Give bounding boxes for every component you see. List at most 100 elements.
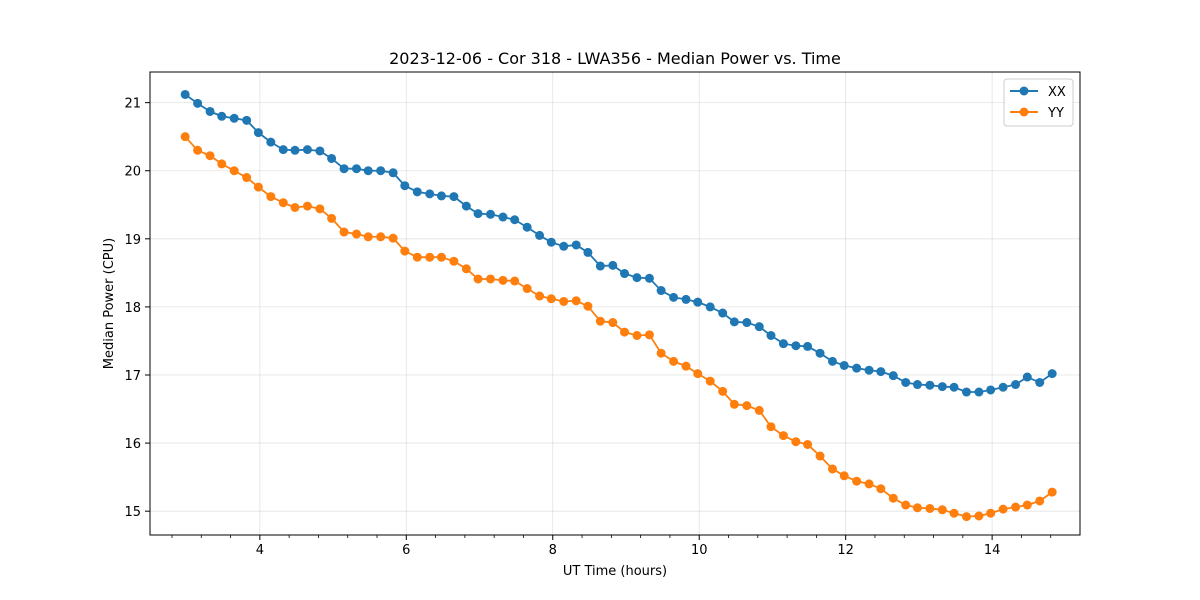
x-tick-label: 8 bbox=[549, 543, 557, 558]
data-point-yy bbox=[461, 264, 471, 274]
data-point-xx bbox=[352, 164, 361, 174]
data-point-yy bbox=[839, 471, 849, 481]
data-point-yy bbox=[1047, 487, 1057, 497]
y-tick-label: 18 bbox=[124, 301, 141, 316]
y-tick-label: 21 bbox=[124, 97, 141, 112]
plot-frame bbox=[149, 71, 1081, 536]
data-point-xx bbox=[376, 166, 386, 176]
axis-ticks: 4 6 8 10 12 14 15 16 17 18 19 20 21 bbox=[124, 97, 1052, 558]
data-point-xx bbox=[339, 164, 349, 174]
y-tick-label: 16 bbox=[124, 437, 141, 452]
data-point-xx bbox=[949, 382, 959, 392]
y-axis-label: Median Power (CPU) bbox=[102, 238, 117, 369]
data-point-xx bbox=[839, 360, 849, 370]
data-point-xx bbox=[815, 348, 825, 358]
data-point-xx bbox=[1022, 372, 1032, 382]
data-point-yy bbox=[363, 232, 373, 242]
data-point-yy bbox=[229, 166, 239, 176]
data-point-yy bbox=[388, 233, 398, 243]
data-point-xx bbox=[669, 292, 679, 302]
data-point-yy bbox=[620, 327, 630, 337]
data-point-xx bbox=[1011, 380, 1021, 390]
data-point-yy bbox=[278, 198, 288, 208]
data-point-yy bbox=[778, 431, 788, 441]
data-point-xx bbox=[302, 145, 312, 155]
data-point-yy bbox=[595, 316, 605, 326]
data-point-yy bbox=[205, 151, 215, 161]
data-point-yy bbox=[546, 294, 556, 304]
data-point-xx bbox=[522, 222, 532, 232]
data-point-yy bbox=[925, 503, 935, 513]
data-point-yy bbox=[669, 356, 679, 366]
data-point-yy bbox=[1035, 496, 1045, 506]
data-point-xx bbox=[498, 212, 508, 222]
series-layer bbox=[180, 89, 1057, 522]
data-point-xx bbox=[595, 261, 605, 271]
data-point-xx bbox=[559, 241, 569, 251]
data-point-xx bbox=[864, 365, 874, 375]
data-point-yy bbox=[266, 192, 276, 202]
data-point-xx bbox=[315, 146, 325, 156]
data-point-xx bbox=[193, 98, 203, 108]
legend-swatch-xx-marker bbox=[1019, 86, 1029, 96]
data-point-xx bbox=[546, 237, 556, 247]
data-point-yy bbox=[315, 204, 325, 214]
data-point-yy bbox=[912, 503, 922, 513]
data-point-yy bbox=[864, 479, 874, 489]
data-point-xx bbox=[327, 153, 337, 163]
data-point-xx bbox=[876, 367, 886, 377]
data-point-yy bbox=[436, 252, 446, 262]
data-point-yy bbox=[632, 331, 642, 340]
data-point-yy bbox=[498, 275, 508, 285]
data-point-xx bbox=[852, 363, 862, 373]
data-point-yy bbox=[473, 274, 483, 284]
data-point-yy bbox=[412, 252, 422, 262]
data-point-yy bbox=[644, 330, 654, 340]
data-point-xx bbox=[205, 106, 215, 116]
data-point-yy bbox=[217, 159, 227, 169]
grid bbox=[150, 72, 1080, 535]
data-point-xx bbox=[998, 382, 1008, 392]
legend: XX YY bbox=[1003, 78, 1074, 127]
data-point-yy bbox=[1011, 502, 1021, 512]
data-point-xx bbox=[742, 318, 752, 328]
data-point-yy bbox=[962, 512, 971, 522]
data-point-yy bbox=[766, 422, 776, 432]
data-point-xx bbox=[400, 181, 410, 191]
data-point-xx bbox=[608, 260, 618, 270]
data-point-yy bbox=[901, 500, 911, 510]
x-tick-label: 6 bbox=[402, 543, 410, 558]
data-point-yy bbox=[193, 145, 203, 155]
data-point-xx bbox=[729, 317, 739, 327]
data-point-xx bbox=[510, 215, 520, 225]
data-point-xx bbox=[888, 371, 898, 381]
data-point-yy bbox=[681, 361, 691, 371]
data-point-yy bbox=[449, 256, 459, 266]
data-point-xx bbox=[461, 201, 471, 211]
data-point-yy bbox=[998, 504, 1008, 514]
data-point-yy bbox=[242, 173, 252, 183]
data-point-xx bbox=[266, 137, 276, 147]
data-point-xx bbox=[656, 286, 666, 296]
data-point-xx bbox=[486, 209, 496, 219]
data-point-yy bbox=[608, 318, 618, 328]
data-point-xx bbox=[803, 341, 813, 351]
data-point-yy bbox=[791, 437, 801, 447]
data-point-xx bbox=[681, 294, 691, 304]
data-point-yy bbox=[571, 296, 581, 306]
data-point-xx bbox=[962, 387, 971, 397]
data-point-xx bbox=[766, 331, 776, 340]
data-point-yy bbox=[754, 405, 764, 415]
data-point-xx bbox=[754, 322, 764, 332]
x-axis-label: UT Time (hours) bbox=[563, 564, 667, 579]
data-point-xx bbox=[705, 302, 715, 312]
data-point-xx bbox=[925, 380, 935, 390]
data-point-yy bbox=[803, 439, 813, 449]
data-point-xx bbox=[791, 341, 801, 351]
data-point-yy bbox=[729, 399, 739, 409]
data-point-yy bbox=[949, 508, 959, 518]
data-point-yy bbox=[693, 369, 703, 379]
y-tick-label: 15 bbox=[124, 505, 141, 520]
data-point-xx bbox=[253, 128, 263, 138]
